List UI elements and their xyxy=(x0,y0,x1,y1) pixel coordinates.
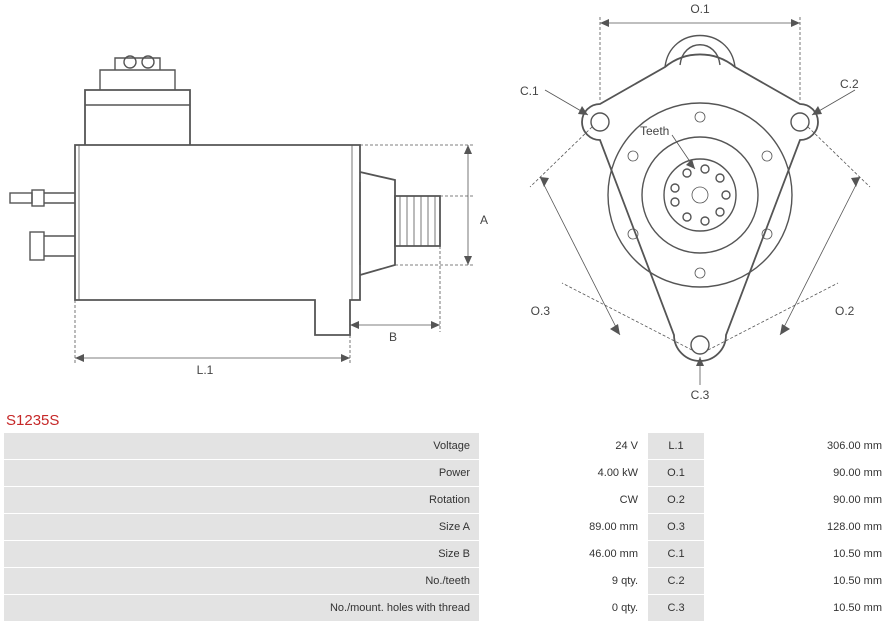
spec-label2: C.3 xyxy=(648,595,704,621)
spec-label2: C.2 xyxy=(648,568,704,594)
spec-table: Voltage24 VL.1306.00 mmPower4.00 kWO.190… xyxy=(3,432,889,622)
spec-value2: 10.50 mm xyxy=(705,595,889,621)
table-row: Size A89.00 mmO.3128.00 mm xyxy=(4,514,889,540)
part-number: S1235S xyxy=(6,412,59,429)
spec-value: 24 V xyxy=(480,433,647,459)
front-view: O.1 O.2 O.3 C.1 xyxy=(520,2,870,402)
spec-label: Size B xyxy=(4,541,479,567)
spec-label2: O.2 xyxy=(648,487,704,513)
spec-value2: 306.00 mm xyxy=(705,433,889,459)
side-view: L.1 B A xyxy=(10,56,488,377)
label-o3: O.3 xyxy=(531,304,551,318)
spec-value2: 90.00 mm xyxy=(705,487,889,513)
spec-value: 46.00 mm xyxy=(480,541,647,567)
label-b: B xyxy=(389,330,397,344)
spec-label: No./mount. holes with thread xyxy=(4,595,479,621)
label-o2: O.2 xyxy=(835,304,855,318)
label-c3: C.3 xyxy=(691,388,710,402)
table-row: Power4.00 kWO.190.00 mm xyxy=(4,460,889,486)
spec-label2: C.1 xyxy=(648,541,704,567)
table-row: No./teeth9 qty.C.210.50 mm xyxy=(4,568,889,594)
table-row: Voltage24 VL.1306.00 mm xyxy=(4,433,889,459)
table-row: RotationCWO.290.00 mm xyxy=(4,487,889,513)
label-c1: C.1 xyxy=(520,84,539,98)
spec-label: Power xyxy=(4,460,479,486)
spec-label: Voltage xyxy=(4,433,479,459)
spec-table-body: Voltage24 VL.1306.00 mmPower4.00 kWO.190… xyxy=(4,433,889,621)
spec-value: 4.00 kW xyxy=(480,460,647,486)
spec-value2: 10.50 mm xyxy=(705,541,889,567)
label-o1: O.1 xyxy=(690,2,710,16)
label-l1: L.1 xyxy=(197,363,214,377)
label-c2: C.2 xyxy=(840,77,859,91)
table-row: Size B46.00 mmC.110.50 mm xyxy=(4,541,889,567)
spec-value: 89.00 mm xyxy=(480,514,647,540)
spec-label: No./teeth xyxy=(4,568,479,594)
drawings-svg: L.1 B A xyxy=(0,0,889,410)
page: L.1 B A xyxy=(0,0,889,623)
technical-drawings: L.1 B A xyxy=(0,0,889,410)
spec-value: 9 qty. xyxy=(480,568,647,594)
spec-value2: 128.00 mm xyxy=(705,514,889,540)
spec-label2: O.3 xyxy=(648,514,704,540)
spec-value2: 10.50 mm xyxy=(705,568,889,594)
spec-label: Rotation xyxy=(4,487,479,513)
spec-label2: L.1 xyxy=(648,433,704,459)
label-teeth: Teeth xyxy=(640,124,669,138)
spec-label: Size A xyxy=(4,514,479,540)
table-row: No./mount. holes with thread0 qty.C.310.… xyxy=(4,595,889,621)
label-a: A xyxy=(480,213,488,227)
spec-value: CW xyxy=(480,487,647,513)
spec-label2: O.1 xyxy=(648,460,704,486)
spec-value: 0 qty. xyxy=(480,595,647,621)
spec-value2: 90.00 mm xyxy=(705,460,889,486)
